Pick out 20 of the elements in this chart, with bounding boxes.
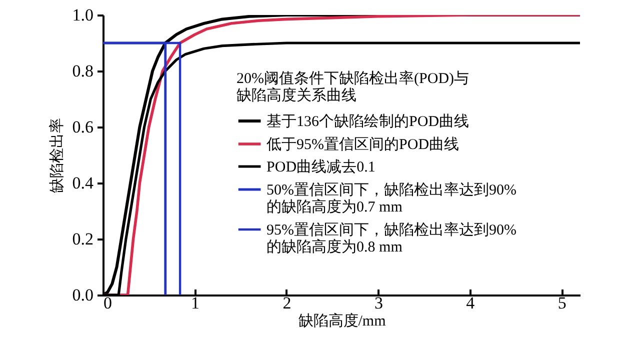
y-tick-label: 0.2 (72, 230, 94, 248)
legend-label: 低于95%置信区间的POD曲线 (266, 136, 460, 153)
y-tick-label: 0.4 (72, 174, 94, 192)
legend-title: 20%阈值条件下缺陷检出率(POD)与缺陷高度关系曲线 (236, 70, 470, 104)
y-tick-label: 0.0 (72, 286, 94, 304)
y-tick-label: 1.0 (72, 6, 94, 24)
legend-label: 基于136个缺陷绘制的POD曲线 (266, 113, 470, 130)
legend-label: 95%置信区间下，缺陷检出率达到90%的缺陷高度为0.8 mm (266, 222, 517, 256)
legend-label: POD曲线减去0.1 (266, 158, 376, 176)
x-tick-label: 4 (466, 294, 476, 312)
y-tick-label: 0.8 (72, 62, 94, 80)
legend-label: 50%置信区间下，缺陷检出率达到90%的缺陷高度为0.7 mm (266, 182, 517, 216)
x-tick-label: 5 (558, 294, 566, 312)
y-tick-label: 0.6 (72, 118, 94, 136)
x-tick-label: 1 (190, 294, 200, 312)
y-axis-title: 缺陷检出率 (48, 118, 66, 193)
x-tick-label: 2 (282, 294, 292, 312)
x-tick-label: 3 (374, 294, 383, 312)
x-axis-title: 缺陷高度/mm (298, 312, 386, 330)
x-tick-label: 0 (104, 294, 112, 312)
